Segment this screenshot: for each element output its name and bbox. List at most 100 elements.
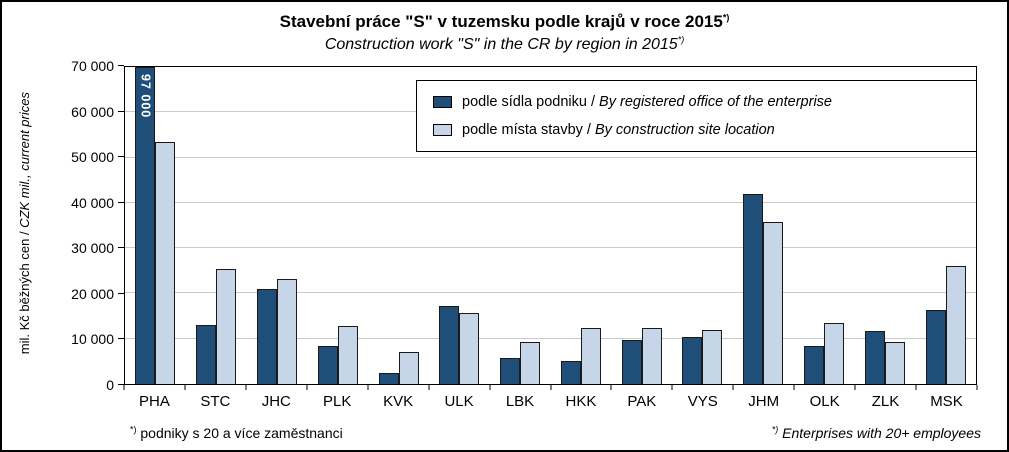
y-tick-label: 10 000 [71, 331, 114, 348]
bar-group-zlk [854, 67, 915, 384]
legend-label-registered-office-en: By registered office of the enterprise [599, 93, 832, 110]
y-tick-mark [118, 338, 124, 340]
x-tick-label-ulk: ULK [444, 393, 474, 410]
y-axis-tick-labels: 0 10 000 20 000 30 000 40 000 50 000 60 000 70 … [2, 58, 114, 393]
bar-ulk-registered-office [439, 306, 460, 384]
x-axis-tick-labels: PHA STC JHC PLK KVK ULK LBK HKK PAK VYS JHM OLK ZLK M… [124, 393, 977, 410]
x-tick-mark [306, 385, 308, 390]
bar-olk-registered-office [803, 345, 824, 384]
y-tick-mark [118, 247, 124, 249]
x-tick-label-stc: STC [200, 393, 231, 410]
bar-hkk-registered-office [560, 360, 581, 384]
x-tick-mark [732, 385, 734, 390]
legend-swatch-registered-office [433, 95, 452, 108]
bar-group-jhm [733, 67, 794, 384]
x-tick-label-zlk: ZLK [871, 393, 900, 410]
x-tick-mark [976, 385, 978, 390]
x-tick-label-plk: PLK [323, 393, 352, 410]
y-tick-mark [118, 65, 124, 66]
x-axis-tick-marks [123, 385, 978, 390]
x-tick-mark [123, 385, 125, 390]
y-tick-label: 20 000 [71, 285, 114, 302]
bar-group-kvk [368, 67, 429, 384]
bar-hkk-construction-site [580, 328, 601, 384]
footnote-left-text: podniky s 20 a více zaměstnanci [136, 425, 343, 441]
x-tick-label-kvk: KVK [383, 393, 414, 410]
bar-zlk-registered-office [864, 330, 885, 384]
bar-olk-construction-site [823, 323, 844, 384]
x-tick-mark [610, 385, 612, 390]
x-tick-label-jhc: JHC [261, 393, 291, 410]
bar-group-pha: 97 000 [125, 67, 186, 384]
footnote-left-marker: *) [130, 424, 137, 435]
y-tick-mark [118, 384, 124, 385]
x-tick-mark [184, 385, 186, 390]
gridline [125, 337, 976, 339]
bar-group-pak [611, 67, 672, 384]
x-tick-mark [245, 385, 247, 390]
gridline [125, 247, 976, 249]
bar-jhc-construction-site [276, 278, 297, 384]
bar-stc-registered-office [196, 325, 217, 384]
bar-group-plk [307, 67, 368, 384]
x-tick-label-msk: MSK [930, 393, 963, 410]
legend-label-construction-site-en: By construction site location [594, 122, 775, 139]
bar-zlk-construction-site [884, 342, 905, 384]
y-axis-tick-marks [118, 65, 124, 385]
bar-groups: 97 000 [125, 67, 976, 384]
bar-group-ulk [429, 67, 490, 384]
legend-item-construction-site: podle místa stavby / By construction sit… [433, 122, 976, 138]
bar-group-stc [186, 67, 247, 384]
bar-group-jhc [247, 67, 308, 384]
chart-title-footnote-marker: *) [722, 12, 730, 23]
x-tick-mark [428, 385, 430, 390]
bar-msk-registered-office [925, 310, 946, 384]
y-tick-mark [118, 292, 124, 294]
chart-subtitle: Construction work "S" in the CR by regio… [2, 35, 1007, 54]
y-tick-label: 60 000 [71, 103, 114, 120]
y-tick-label: 70 000 [71, 58, 114, 74]
bar-pha-construction-site [155, 142, 176, 384]
bar-msk-construction-site [945, 265, 966, 384]
bar-plk-construction-site [337, 326, 358, 384]
x-tick-label-pha: PHA [139, 393, 170, 410]
bar-jhm-construction-site [763, 221, 784, 384]
bar-vys-registered-office [682, 336, 703, 384]
legend-label-registered-office-cs: podle sídla podniku / [462, 93, 600, 110]
x-tick-mark [915, 385, 917, 390]
footnote-right-text: Enterprises with 20+ employees [778, 425, 981, 441]
footnote-left: *) podniky s 20 a více zaměstnanci [130, 425, 343, 441]
bar-pha-registered-office: 97 000 [135, 67, 156, 384]
bar-lbk-registered-office [500, 357, 521, 384]
y-tick-label: 50 000 [71, 149, 114, 166]
legend-swatch-construction-site [433, 124, 452, 137]
legend-label-registered-office: podle sídla podniku / By registered offi… [462, 94, 832, 110]
bar-group-lbk [490, 67, 551, 384]
y-tick-mark [118, 110, 124, 112]
chart-subtitle-text: Construction work "S" in the CR by regio… [324, 36, 678, 53]
bar-vys-construction-site [702, 329, 723, 384]
y-tick-mark [118, 201, 124, 203]
bar-group-hkk [550, 67, 611, 384]
bar-stc-construction-site [216, 268, 237, 384]
gridline [125, 292, 976, 294]
x-tick-label-vys: VYS [687, 393, 718, 410]
bar-plk-registered-office [317, 345, 338, 384]
y-tick-label: 40 000 [71, 194, 114, 211]
bar-pak-registered-office [621, 339, 642, 384]
y-tick-label: 30 000 [71, 240, 114, 257]
gridline [125, 156, 976, 158]
legend-item-registered-office: podle sídla podniku / By registered offi… [433, 94, 976, 110]
legend: podle sídla podniku / By registered offi… [416, 80, 977, 152]
x-tick-label-pak: PAK [627, 393, 657, 410]
x-tick-label-hkk: HKK [565, 393, 597, 410]
x-tick-label-jhm: JHM [748, 393, 780, 410]
x-tick-mark [489, 385, 491, 390]
legend-label-construction-site-cs: podle místa stavby / [462, 122, 595, 139]
footnote-right: *) Enterprises with 20+ employees [772, 425, 981, 441]
bar-ulk-construction-site [459, 313, 480, 384]
chart-title: Stavební práce "S" v tuzemsku podle kraj… [2, 12, 1007, 32]
bar-kvk-construction-site [398, 352, 419, 384]
x-tick-mark [671, 385, 673, 390]
